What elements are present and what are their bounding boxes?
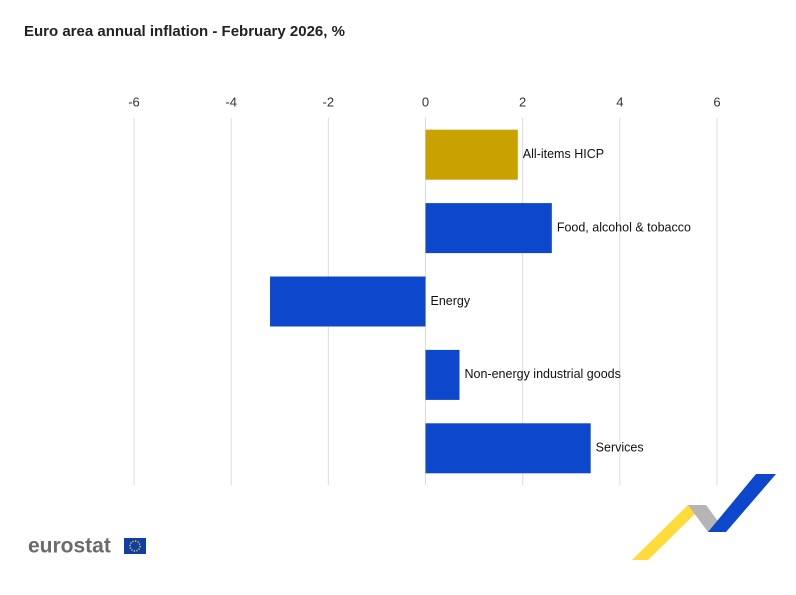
category-label: Energy <box>431 294 471 308</box>
logo-text: eurostat <box>28 535 111 558</box>
bar <box>270 276 426 327</box>
bar <box>425 203 552 254</box>
x-tick-label: 0 <box>422 94 429 109</box>
eu-flag <box>124 538 146 554</box>
x-tick-label: 2 <box>519 94 526 109</box>
ribbon-yellow <box>632 505 704 560</box>
x-tick-label: -2 <box>323 94 335 109</box>
decoration <box>632 474 776 560</box>
x-tick-label: 6 <box>713 94 720 109</box>
bar <box>425 423 591 474</box>
category-label: Services <box>596 441 644 455</box>
category-label: Food, alcohol & tobacco <box>557 220 691 234</box>
logo: eurostat <box>28 535 146 558</box>
x-tick-label: -4 <box>225 94 237 109</box>
chart-title: Euro area annual inflation - February 20… <box>24 23 345 40</box>
category-label: All-items HICP <box>523 147 604 161</box>
bar <box>425 349 460 400</box>
x-tick-label: -6 <box>128 94 140 109</box>
bar <box>425 129 518 180</box>
ribbon-blue <box>708 474 776 532</box>
eu-stars <box>129 540 141 552</box>
x-tick-label: 4 <box>616 94 623 109</box>
category-label: Non-energy industrial goods <box>465 367 621 381</box>
